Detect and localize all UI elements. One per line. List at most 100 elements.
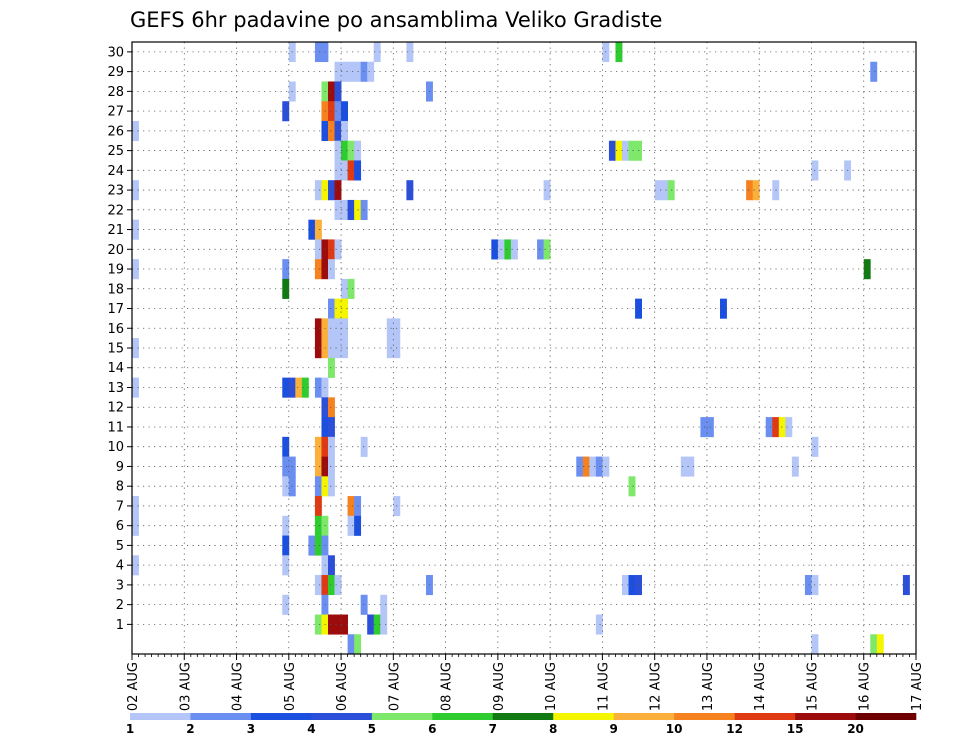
heatmap-cell [282, 535, 290, 556]
colorbar-label: 1 [126, 722, 134, 736]
y-tick-label: 18 [107, 282, 124, 297]
x-tick-label: 09 AUG [492, 662, 507, 711]
y-tick-label: 29 [107, 65, 124, 80]
y-tick-label: 15 [107, 342, 124, 357]
heatmap-cell [778, 417, 786, 438]
heatmap-cell [406, 42, 414, 63]
heatmap-cell [132, 120, 139, 142]
y-tick-label: 5 [116, 539, 124, 554]
heatmap-cell [622, 140, 629, 161]
heatmap-cell [314, 515, 322, 536]
heatmap-cell [367, 61, 375, 82]
heatmap-cell [308, 219, 316, 240]
heatmap-cell [491, 239, 499, 260]
heatmap-cell [746, 180, 754, 201]
heatmap-cell [543, 239, 551, 260]
heatmap-cell [314, 496, 322, 517]
x-tick-label: 08 AUG [440, 662, 455, 711]
heatmap-cell [700, 417, 708, 438]
heatmap-cell [282, 101, 290, 122]
x-tick-label: 15 AUG [805, 662, 820, 711]
colorbar-swatch [674, 713, 735, 720]
colorbar-swatch [371, 713, 433, 720]
heatmap-cell [282, 555, 290, 576]
heatmap-cell [347, 634, 355, 655]
heatmap-cell [282, 278, 290, 299]
x-tick-label: 16 AUG [858, 662, 873, 711]
colorbar-swatch [855, 713, 917, 720]
heatmap-cell [608, 140, 616, 161]
x-tick-label: 06 AUG [335, 662, 350, 711]
heatmap-cell [314, 377, 322, 398]
heatmap-cell [328, 318, 335, 339]
y-tick-label: 25 [107, 144, 124, 159]
heatmap-cell [314, 239, 322, 260]
heatmap-cell [282, 259, 290, 280]
colorbar-label: 12 [726, 722, 743, 736]
heatmap-cell [328, 575, 335, 596]
colorbar-label: 6 [428, 722, 436, 736]
heatmap-cell [328, 614, 335, 635]
colorbar-label: 4 [307, 722, 315, 736]
heatmap-cell [328, 397, 335, 418]
heatmap-cell [367, 614, 375, 635]
heatmap-cell [406, 180, 414, 201]
heatmap-cell [314, 318, 322, 339]
heatmap-cell [328, 239, 335, 260]
heatmap-cell [876, 634, 884, 655]
y-tick-label: 8 [116, 480, 124, 495]
heatmap-cell [314, 535, 322, 556]
heatmap-cell [334, 140, 342, 161]
heatmap-cell [282, 594, 290, 615]
heatmap-cell [334, 101, 342, 122]
heatmap-cell [314, 42, 322, 63]
heatmap-cell [314, 436, 322, 457]
colorbar-label: 9 [610, 722, 618, 736]
colorbar-label: 10 [666, 722, 683, 736]
y-tick-label: 19 [107, 263, 124, 278]
colorbar-label: 8 [549, 722, 557, 736]
y-tick-label: 23 [107, 184, 124, 199]
heatmap-cell [341, 101, 348, 122]
heatmap-cell [328, 417, 335, 438]
colorbar-label: 5 [368, 722, 376, 736]
heatmap-cell [380, 614, 388, 635]
heatmap-cell [765, 417, 773, 438]
heatmap-cell [328, 81, 335, 102]
x-tick-label: 04 AUG [231, 662, 246, 711]
heatmap-cell [504, 239, 512, 260]
x-tick-label: 17 AUG [910, 662, 925, 711]
heatmap-cell [622, 575, 629, 596]
colorbar-label: 7 [489, 722, 497, 736]
heatmap-cell [373, 42, 381, 63]
heatmap-cell [132, 219, 139, 240]
heatmap-cell [341, 199, 348, 220]
y-tick-label: 9 [116, 460, 124, 475]
heatmap-cell [341, 160, 348, 181]
colorbar-label: 15 [787, 722, 804, 736]
y-tick-label: 30 [107, 45, 124, 60]
heatmap-cell [132, 496, 139, 517]
heatmap-cell [589, 456, 597, 477]
heatmap-cell [386, 338, 394, 359]
heatmap-cell [314, 219, 322, 240]
heatmap-cell [282, 436, 290, 457]
y-tick-label: 12 [107, 401, 124, 416]
heatmap-cell [870, 634, 878, 655]
y-tick-label: 28 [107, 85, 124, 100]
colorbar-label: 3 [247, 722, 255, 736]
y-tick-label: 6 [116, 519, 124, 534]
heatmap-cell [341, 614, 348, 635]
heatmap-cell [687, 456, 695, 477]
heatmap-cell [314, 456, 322, 477]
heatmap-cell [582, 456, 590, 477]
x-tick-label: 14 AUG [753, 662, 768, 711]
heatmap-cell [373, 614, 381, 635]
heatmap-cell [615, 140, 623, 161]
colorbar-swatch [130, 713, 191, 720]
heatmap-cell [543, 180, 551, 201]
heatmap-cell [341, 120, 348, 142]
heatmap-cell [132, 259, 139, 280]
heatmap-cell [628, 476, 636, 497]
